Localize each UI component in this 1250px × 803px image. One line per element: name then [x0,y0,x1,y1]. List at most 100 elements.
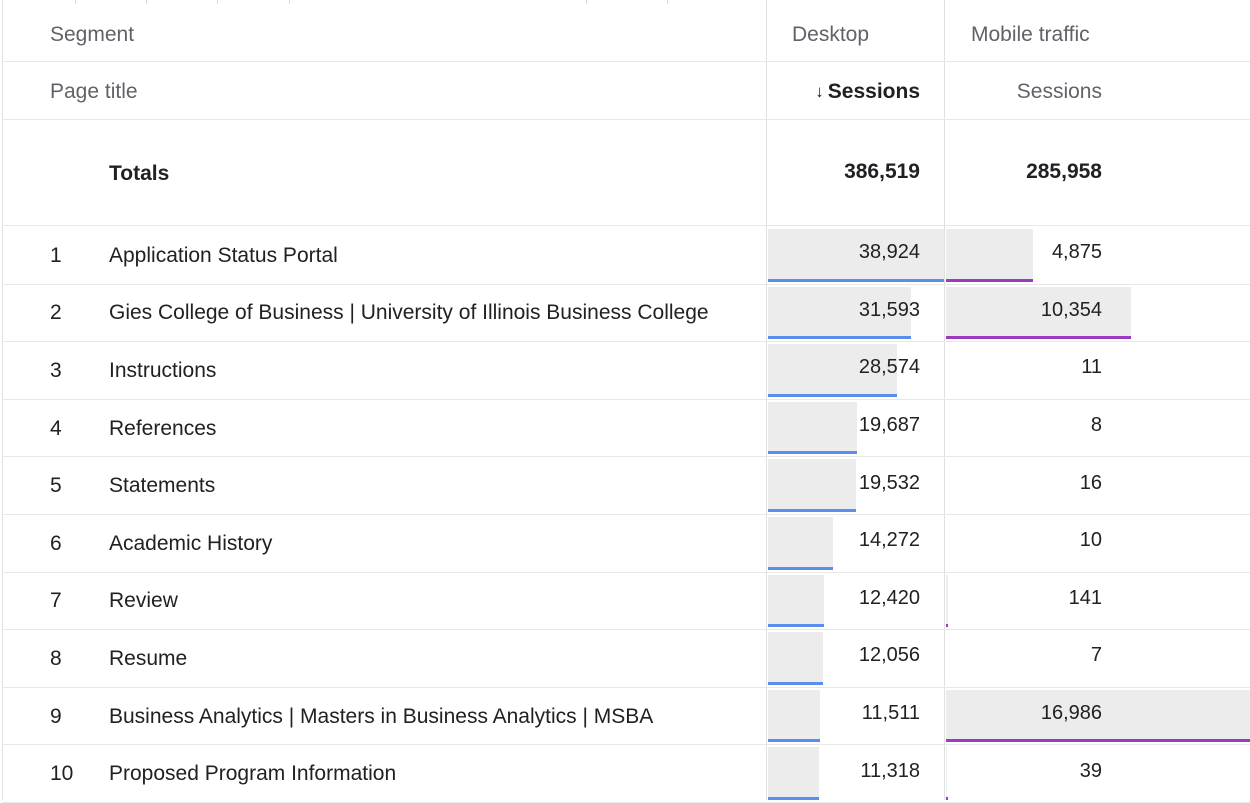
page-title-cell[interactable]: Proposed Program Information [109,762,397,786]
desktop-bar [768,566,833,570]
row-divider [2,629,1250,631]
desktop-sessions-value: 11,511 [861,702,920,725]
desktop-bar-background [768,401,857,452]
row-rank: 9 [50,704,62,728]
desktop-sessions-value: 12,420 [858,586,920,609]
desktop-bar-background [768,517,833,567]
desktop-sessions-column-header[interactable]: ↓ Sessions [770,66,920,118]
table-row[interactable]: 9 Business Analytics | Masters in Busines… [0,688,1250,746]
desktop-bar [768,624,824,628]
mobile-sessions-value: 141 [1068,586,1102,609]
table-row[interactable]: 7 Review 12,420 141 [0,573,1250,631]
desktop-bar-background [768,286,911,337]
mobile-sessions-value: 8 [1090,414,1102,437]
desktop-sessions-label: Sessions [827,80,920,103]
page-title-cell[interactable]: Gies College of Business | University of… [109,301,709,325]
desktop-sessions-value: 38,924 [858,241,920,264]
table-row[interactable]: 6 Academic History 14,272 10 [0,515,1250,573]
desktop-segment-header[interactable]: Desktop [792,23,870,46]
table-row[interactable]: 4 References 19,687 8 [0,400,1250,458]
mobile-bar [946,796,948,800]
mobile-bar [946,278,1033,282]
segment-header: Segment [50,23,135,46]
desktop-bar [768,278,944,282]
row-divider [2,744,1250,746]
desktop-bar-background [768,229,944,279]
mobile-bar [946,624,948,628]
row-divider [2,283,1250,285]
desktop-bar [768,336,911,340]
row-rank: 5 [50,474,62,498]
table-row[interactable]: 2 Gies College of Business | University o… [0,285,1250,343]
row-rank: 6 [50,531,62,555]
totals-desktop-value: 386,519 [844,160,920,183]
table-row[interactable]: 10 Proposed Program Information 11,318 39 [0,745,1250,803]
mobile-bar [946,336,1131,340]
row-divider [2,513,1250,515]
row-rank: 3 [50,358,62,382]
mobile-bar-background [946,689,1250,740]
desktop-bar-background [768,747,819,797]
row-divider [2,686,1250,688]
page-title-cell[interactable]: Instructions [109,358,217,382]
mobile-sessions-value: 10 [1079,529,1102,552]
desktop-sessions-value: 12,056 [858,644,920,667]
mobile-sessions-value: 4,875 [1051,241,1102,264]
page-title-cell[interactable]: Review [109,589,178,613]
row-divider [2,341,1250,343]
mobile-bar [946,739,1250,743]
desktop-bar-background [768,574,824,625]
desktop-bar [768,451,857,455]
desktop-bar [768,796,819,800]
mobile-sessions-value: 11 [1081,356,1102,379]
desktop-bar-background [768,344,897,394]
row-divider [2,456,1250,458]
mobile-bar-background [946,747,947,797]
desktop-sessions-value: 19,687 [858,414,920,437]
mobile-bar-background [946,574,948,625]
mobile-sessions-value: 7 [1090,644,1102,667]
desktop-bar [768,681,823,685]
mobile-sessions-value: 39 [1079,759,1102,782]
desktop-bar-background [768,459,856,509]
desktop-sessions-value: 28,574 [858,356,920,379]
desktop-bar-background [768,632,823,682]
desktop-sessions-value: 11,318 [860,759,920,782]
row-rank: 7 [50,589,62,613]
table-row[interactable]: 8 Resume 12,056 7 [0,630,1250,688]
totals-label: Totals [109,162,170,185]
table-row[interactable]: 3 Instructions 28,574 11 [0,342,1250,400]
page-title-cell[interactable]: Resume [109,646,188,670]
arrow-down-icon: ↓ [815,82,824,101]
table-row[interactable]: 1 Application Status Portal 38,924 4,875 [0,227,1250,285]
desktop-sessions-value: 19,532 [858,471,920,494]
row-rank: 2 [50,301,62,325]
row-rank: 8 [50,646,62,670]
mobile-bar-background [946,229,1033,279]
desktop-bar [768,393,897,397]
row-rank: 4 [50,416,62,440]
page-title-cell[interactable]: Business Analytics | Masters in Business… [109,704,654,728]
desktop-sessions-value: 14,272 [858,529,920,552]
page-title-cell[interactable]: Statements [109,474,216,498]
mobile-segment-header[interactable]: Mobile traffic [971,23,1090,46]
table-row[interactable]: 5 Statements 19,532 16 [0,457,1250,515]
mobile-bar-background [946,286,1131,337]
page-title-column-header[interactable]: Page title [50,80,138,103]
top-tab-strip [0,0,1250,4]
page-title-cell[interactable]: Academic History [109,531,273,555]
mobile-sessions-value: 16 [1079,471,1102,494]
mobile-sessions-value: 10,354 [1040,298,1102,321]
page-title-cell[interactable]: References [109,416,217,440]
desktop-bar [768,508,856,512]
mobile-sessions-value: 16,986 [1040,702,1102,725]
row-divider [2,571,1250,573]
row-rank: 1 [50,243,62,267]
page-title-cell[interactable]: Application Status Portal [109,243,338,267]
totals-mobile-value: 285,958 [1026,160,1102,183]
row-rank: 10 [50,762,74,786]
mobile-sessions-column-header[interactable]: Sessions [1016,80,1102,103]
desktop-sessions-value: 31,593 [858,298,920,321]
desktop-bar-background [768,689,820,740]
